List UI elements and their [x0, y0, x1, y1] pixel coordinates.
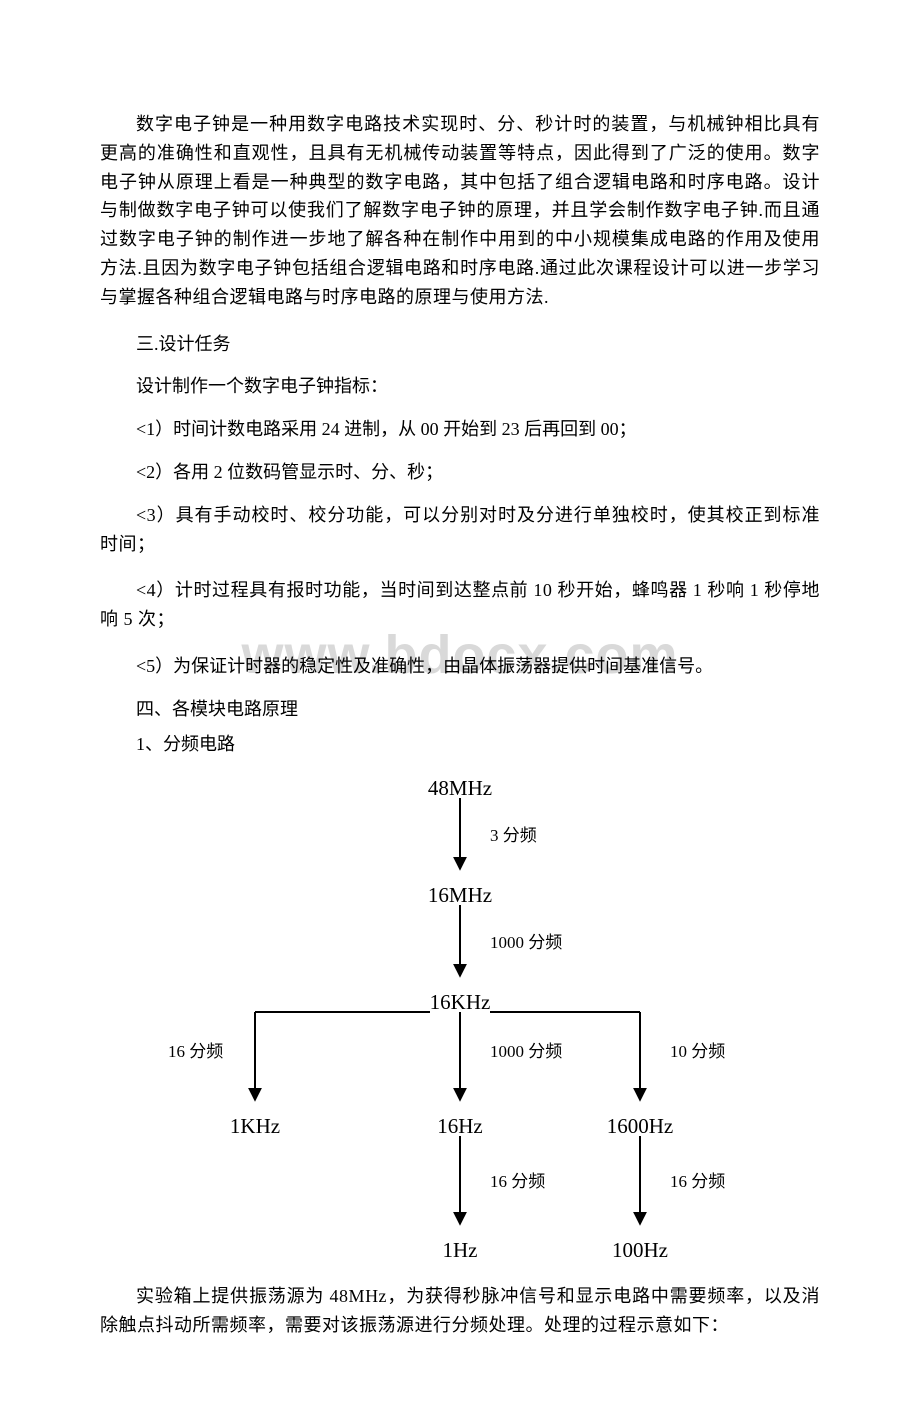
intro-paragraph: 数字电子钟是一种用数字电路技术实现时、分、秒计时的装置，与机械钟相比具有更高的准… — [100, 110, 820, 312]
task-intro: 设计制作一个数字电子钟指标： — [100, 372, 820, 401]
freq-node: 1600Hz — [607, 1110, 674, 1144]
freq-node: 16MHz — [428, 879, 492, 913]
freq-node: 1KHz — [230, 1110, 280, 1144]
task-item-2: <2）各用 2 位数码管显示时、分、秒； — [100, 458, 820, 487]
freq-node: 48MHz — [428, 772, 492, 806]
freq-node: 16Hz — [437, 1110, 483, 1144]
frequency-divider-diagram: 3 分频1000 分频1000 分频16 分频16 分频16 分频10 分频48… — [100, 772, 820, 1272]
section-4-heading: 四、各模块电路原理 — [100, 695, 820, 724]
section-3-heading: 三.设计任务 — [100, 330, 820, 359]
task-item-1: <1）时间计数电路采用 24 进制，从 00 开始到 23 后再回到 00； — [100, 415, 820, 444]
task-item-5: <5）为保证计时器的稳定性及准确性，由晶体振荡器提供时间基准信号。 — [100, 652, 820, 681]
diagram-explain: 实验箱上提供振荡源为 48MHz，为获得秒脉冲信号和显示电路中需要频率，以及消除… — [100, 1282, 820, 1340]
task-item-4: <4）计时过程具有报时功能，当时间到达整点前 10 秒开始，蜂鸣器 1 秒响 1… — [100, 576, 820, 634]
subsection-1: 1、分频电路 — [100, 730, 820, 759]
freq-node: 100Hz — [612, 1234, 668, 1268]
task-item-3: <3）具有手动校时、校分功能，可以分别对时及分进行单独校时，使其校正到标准时间； — [100, 501, 820, 559]
freq-node: 16KHz — [430, 986, 491, 1020]
freq-node: 1Hz — [443, 1234, 478, 1268]
